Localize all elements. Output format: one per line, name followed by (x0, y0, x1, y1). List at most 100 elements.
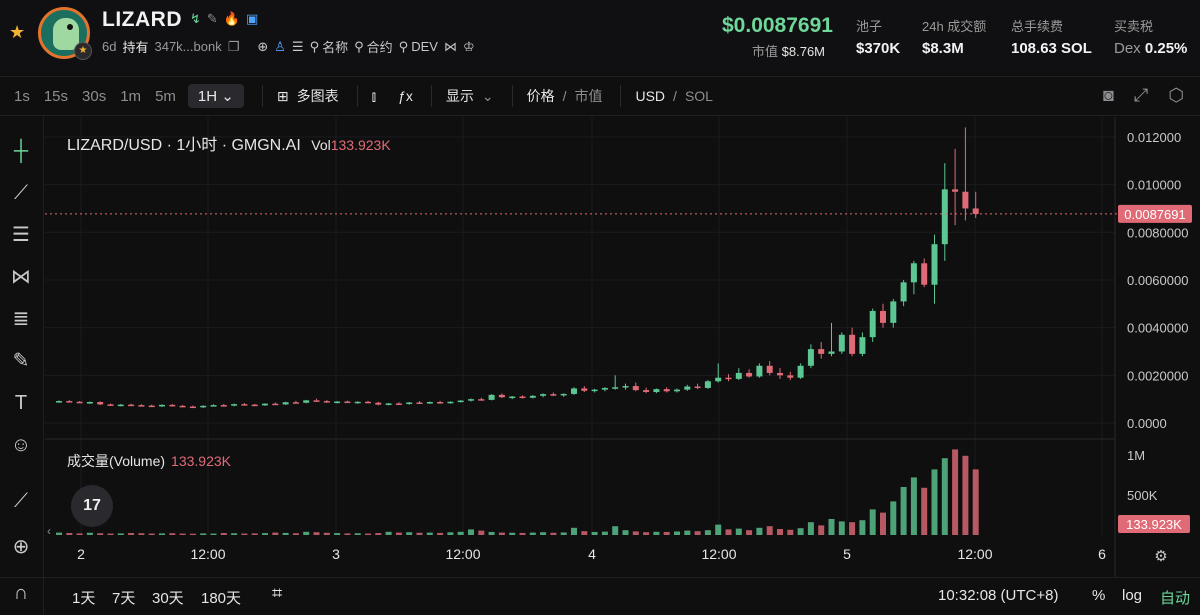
volume-bar (76, 533, 83, 535)
clock[interactable]: 10:32:08 (UTC+8) (938, 587, 1059, 604)
copy-icon[interactable]: ❐ (227, 38, 240, 54)
token-avatar (38, 7, 90, 59)
volume-bar (365, 533, 371, 535)
tradingview-logo[interactable]: 17 (71, 485, 113, 527)
volume-bar (828, 519, 835, 535)
candle-body (56, 401, 62, 403)
candle-body (571, 388, 577, 394)
candle-body (962, 191, 969, 209)
timeframe-5m[interactable]: 5m (155, 87, 176, 105)
candle-body (519, 396, 526, 399)
usd-toggle: USD (635, 88, 666, 104)
stat-label: 买卖税 (1114, 19, 1154, 34)
camera-icon[interactable]: ◙ (1103, 85, 1114, 105)
bottom-bar: 1天 7天 30天 180天 ⌗ 10:32:08 (UTC+8) % log … (0, 577, 1200, 615)
token-price: $0.0087691 (722, 14, 833, 37)
timeframe-1m[interactable]: 1m (120, 87, 142, 105)
globe-icon[interactable]: ⊕ (257, 38, 269, 54)
scroll-left-icon[interactable]: ‹ (47, 524, 51, 538)
divider (620, 85, 622, 107)
timeframe-selector[interactable]: 1H ⌄ (187, 84, 244, 108)
candle-body (766, 365, 773, 373)
stat-fees: 总手续费 108.63 SOL (1011, 16, 1092, 57)
volume-bar (838, 521, 845, 535)
list-icon[interactable]: ☰ (291, 38, 304, 54)
plus-box-icon: ⊞ (276, 87, 289, 104)
divider (356, 85, 358, 107)
trend-line-icon[interactable]: ⟋ (14, 182, 28, 204)
currency-toggle[interactable]: USD / SOL (635, 88, 713, 104)
volume-bar (498, 532, 505, 535)
price-mcap-toggle[interactable]: 价格 / 市值 (526, 88, 603, 104)
candle-body (560, 393, 567, 396)
toolbar-right: ◙ ⤢ ⬡ (1103, 85, 1184, 106)
ruler-icon[interactable]: ⟋ (14, 490, 28, 512)
price-chart[interactable]: 0.0000 0.0020000 0.0040000 0.0060000 0.00800… (45, 117, 1200, 577)
volume-bar (529, 532, 536, 535)
volume-bar (869, 509, 876, 535)
timeframe-15s[interactable]: 15s (43, 87, 69, 105)
search-dev-button[interactable]: ⚲ DEV (399, 39, 438, 55)
log-toggle[interactable]: log (1122, 587, 1143, 604)
mcap-label: 市值 (752, 44, 779, 59)
crown-icon[interactable]: ♔ (462, 38, 475, 54)
percent-toggle[interactable]: % (1092, 587, 1106, 604)
holders-label[interactable]: 持有 (122, 40, 149, 55)
crosshair-icon[interactable]: ┼ (13, 140, 29, 162)
candle-body (828, 351, 835, 354)
multi-chart-button[interactable]: ⊞ 多图表 (277, 86, 339, 106)
candle-body (612, 387, 619, 389)
chart-toolbar: 1s 15s 30s 1m 5m 1H ⌄ ⊞ 多图表 ⫾ ƒx 显示 ⌄ 价格 / 市… (0, 76, 1200, 116)
candle-body (890, 301, 897, 323)
magnet-icon[interactable]: ∩ (13, 582, 29, 604)
volume-bar (468, 529, 474, 535)
legend-volume: Vol133.923K (311, 137, 390, 153)
range-1d[interactable]: 1天 (72, 590, 96, 607)
range-30d[interactable]: 30天 (152, 590, 184, 607)
search-contract-button[interactable]: ⚲ 合约 (354, 37, 393, 56)
settings-icon[interactable]: ⚙ (1154, 548, 1167, 565)
fullscreen-icon[interactable]: ⤢ (1133, 85, 1149, 105)
calendar-icon[interactable]: ⌗ (272, 583, 283, 603)
star-icon[interactable]: ★ (9, 22, 26, 42)
volume-bar (231, 533, 238, 535)
text-icon[interactable]: T (14, 392, 28, 414)
candle-body (200, 405, 207, 408)
display-menu[interactable]: 显示 ⌄ (446, 86, 494, 106)
volume-bar (220, 533, 227, 535)
indicators-button[interactable]: ƒx (398, 88, 413, 104)
settings-icon[interactable]: ⬡ (1168, 85, 1184, 105)
auto-toggle[interactable]: 自动 (1160, 590, 1191, 607)
volume-bar (509, 532, 516, 535)
volume-bar (900, 487, 907, 535)
volume-bar (601, 531, 608, 535)
pattern-icon[interactable]: ⋈ (11, 266, 31, 288)
timeframe-1s[interactable]: 1s (14, 87, 30, 105)
candle-body (797, 365, 804, 378)
volume-bar (97, 533, 104, 535)
user-icon[interactable]: ♙ (274, 38, 286, 54)
volume-bar (488, 531, 495, 535)
edit-icon[interactable]: ✎ (206, 11, 218, 26)
horizontal-lines-icon[interactable]: ☰ (12, 224, 30, 246)
volume-bar (560, 532, 567, 535)
share-icon[interactable]: ⋈ (443, 38, 457, 54)
share-image-icon[interactable]: ▣ (246, 11, 259, 26)
candle-body (550, 394, 557, 396)
volume-bar (674, 531, 680, 535)
candle-type-button[interactable]: ⫾ (372, 88, 376, 105)
timeframe-30s[interactable]: 30s (82, 87, 107, 105)
emoji-icon[interactable]: ☺ (10, 434, 32, 456)
range-180d[interactable]: 180天 (201, 590, 242, 607)
candle-body (622, 386, 629, 388)
candlestick-chart[interactable]: 0.0000 0.0020000 0.0040000 0.0060000 0.00800… (45, 117, 1200, 577)
zoom-in-icon[interactable]: ⊕ (12, 536, 30, 558)
range-7d[interactable]: 7天 (112, 590, 136, 607)
search-name-button[interactable]: ⚲ 名称 (310, 37, 349, 56)
fib-icon[interactable]: ≣ (12, 308, 30, 330)
price-tick: 0.0080000 (1127, 225, 1188, 240)
volume-bar (663, 531, 670, 535)
search-dev-label: DEV (411, 39, 438, 54)
brush-icon[interactable]: ✎ (12, 350, 30, 372)
candle-body (725, 377, 732, 380)
